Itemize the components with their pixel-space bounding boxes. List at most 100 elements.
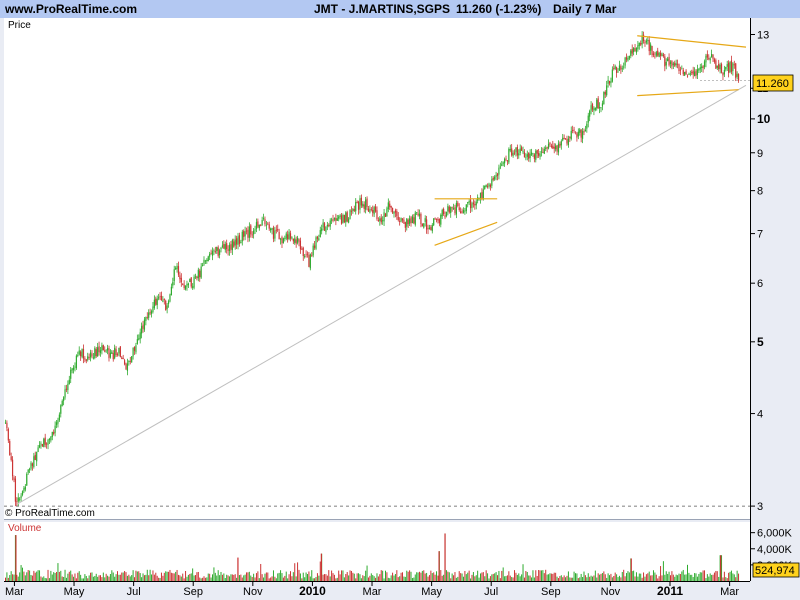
candle-body — [376, 210, 378, 220]
candle-body — [160, 295, 163, 301]
candle-body — [369, 209, 371, 213]
candle-body — [141, 326, 143, 334]
candle-body — [665, 61, 667, 66]
candle-body — [564, 138, 567, 140]
candle-body — [85, 359, 87, 361]
candle-body — [343, 214, 345, 223]
x-tick-label: May — [421, 586, 442, 598]
candle-body — [356, 201, 358, 203]
candle-body — [284, 237, 286, 239]
candle-body — [14, 478, 17, 502]
candle-body — [424, 218, 426, 222]
header-bar: www.ProRealTime.com JMT - J.MARTINS,SGPS… — [0, 0, 800, 18]
candle-body — [475, 201, 477, 206]
candle-body — [328, 225, 330, 226]
candle-body — [638, 42, 640, 46]
candle-body — [421, 223, 423, 227]
candle-body — [36, 451, 38, 462]
candle-body — [536, 150, 538, 154]
candle-body — [401, 218, 404, 221]
x-tick-label: May — [64, 586, 85, 598]
candle-body — [220, 247, 222, 250]
candle-body — [533, 154, 535, 159]
candle-body — [104, 350, 106, 352]
candle-body — [667, 58, 669, 62]
candle-body — [116, 353, 119, 355]
candle-body — [17, 497, 19, 502]
candle-body — [367, 208, 370, 212]
candle-body — [353, 208, 355, 211]
candle-body — [669, 61, 672, 64]
candle-body — [474, 204, 476, 206]
candle-body — [399, 221, 401, 222]
candle-body — [192, 286, 194, 288]
candle-body — [122, 358, 124, 360]
candle-body — [559, 143, 561, 147]
x-tick-label: Mar — [720, 586, 739, 598]
y-tick-label: 13 — [757, 30, 769, 42]
candle-body — [675, 63, 677, 66]
candle-body — [557, 143, 560, 153]
volume-tick-label: 6,000K — [757, 528, 793, 540]
candle-body — [139, 332, 141, 339]
site-name[interactable]: www.ProRealTime.com — [5, 2, 138, 16]
candle-body — [647, 40, 649, 42]
candle-body — [589, 110, 591, 117]
candle-body — [262, 218, 265, 219]
candle-body — [372, 209, 374, 213]
candle-body — [319, 230, 321, 238]
candle-body — [240, 241, 242, 244]
candle-body — [499, 166, 501, 168]
candle-body — [54, 425, 56, 433]
candle-body — [706, 54, 708, 58]
candle-body — [597, 98, 599, 109]
candle-body — [308, 255, 310, 267]
candle-body — [703, 61, 706, 68]
candle-body — [360, 197, 362, 206]
candle-body — [138, 338, 140, 340]
candle-body — [411, 216, 414, 224]
candle-body — [668, 57, 670, 66]
candle-body — [37, 447, 39, 452]
candle-body — [182, 283, 184, 285]
candle-body — [323, 223, 326, 231]
candle-body — [332, 219, 334, 221]
candle-body — [530, 152, 533, 155]
candle-body — [21, 491, 24, 495]
candle-body — [433, 218, 435, 226]
candle-body — [452, 208, 455, 209]
candle-body — [618, 65, 621, 71]
candle-body — [57, 420, 59, 424]
candle-body — [526, 154, 528, 157]
candle-body — [654, 56, 656, 58]
candle-body — [720, 64, 723, 73]
candle-body — [590, 105, 592, 111]
candle-body — [132, 347, 134, 357]
candle-body — [560, 141, 562, 146]
candle-body — [236, 238, 238, 245]
x-tick-label: 2011 — [657, 584, 683, 598]
candle-body — [248, 226, 250, 238]
candle-body — [671, 60, 673, 67]
candle-body — [631, 48, 633, 54]
candle-body — [359, 198, 361, 210]
candle-body — [80, 351, 82, 357]
candle-body — [735, 63, 737, 78]
candle-body — [126, 363, 129, 371]
candle-body — [254, 229, 256, 231]
candle-body — [201, 265, 204, 266]
candle-body — [363, 204, 365, 209]
candle-body — [180, 277, 182, 283]
candle-body — [467, 202, 469, 204]
candle-body — [28, 468, 31, 470]
candle-body — [129, 361, 131, 362]
candle-body — [370, 208, 372, 210]
candle-body — [479, 192, 482, 199]
drawings — [17, 35, 747, 505]
candle-body — [644, 41, 646, 44]
candle-body — [503, 159, 506, 164]
candle-body — [593, 108, 595, 111]
candle-body — [193, 276, 195, 288]
candle-body — [528, 152, 530, 159]
